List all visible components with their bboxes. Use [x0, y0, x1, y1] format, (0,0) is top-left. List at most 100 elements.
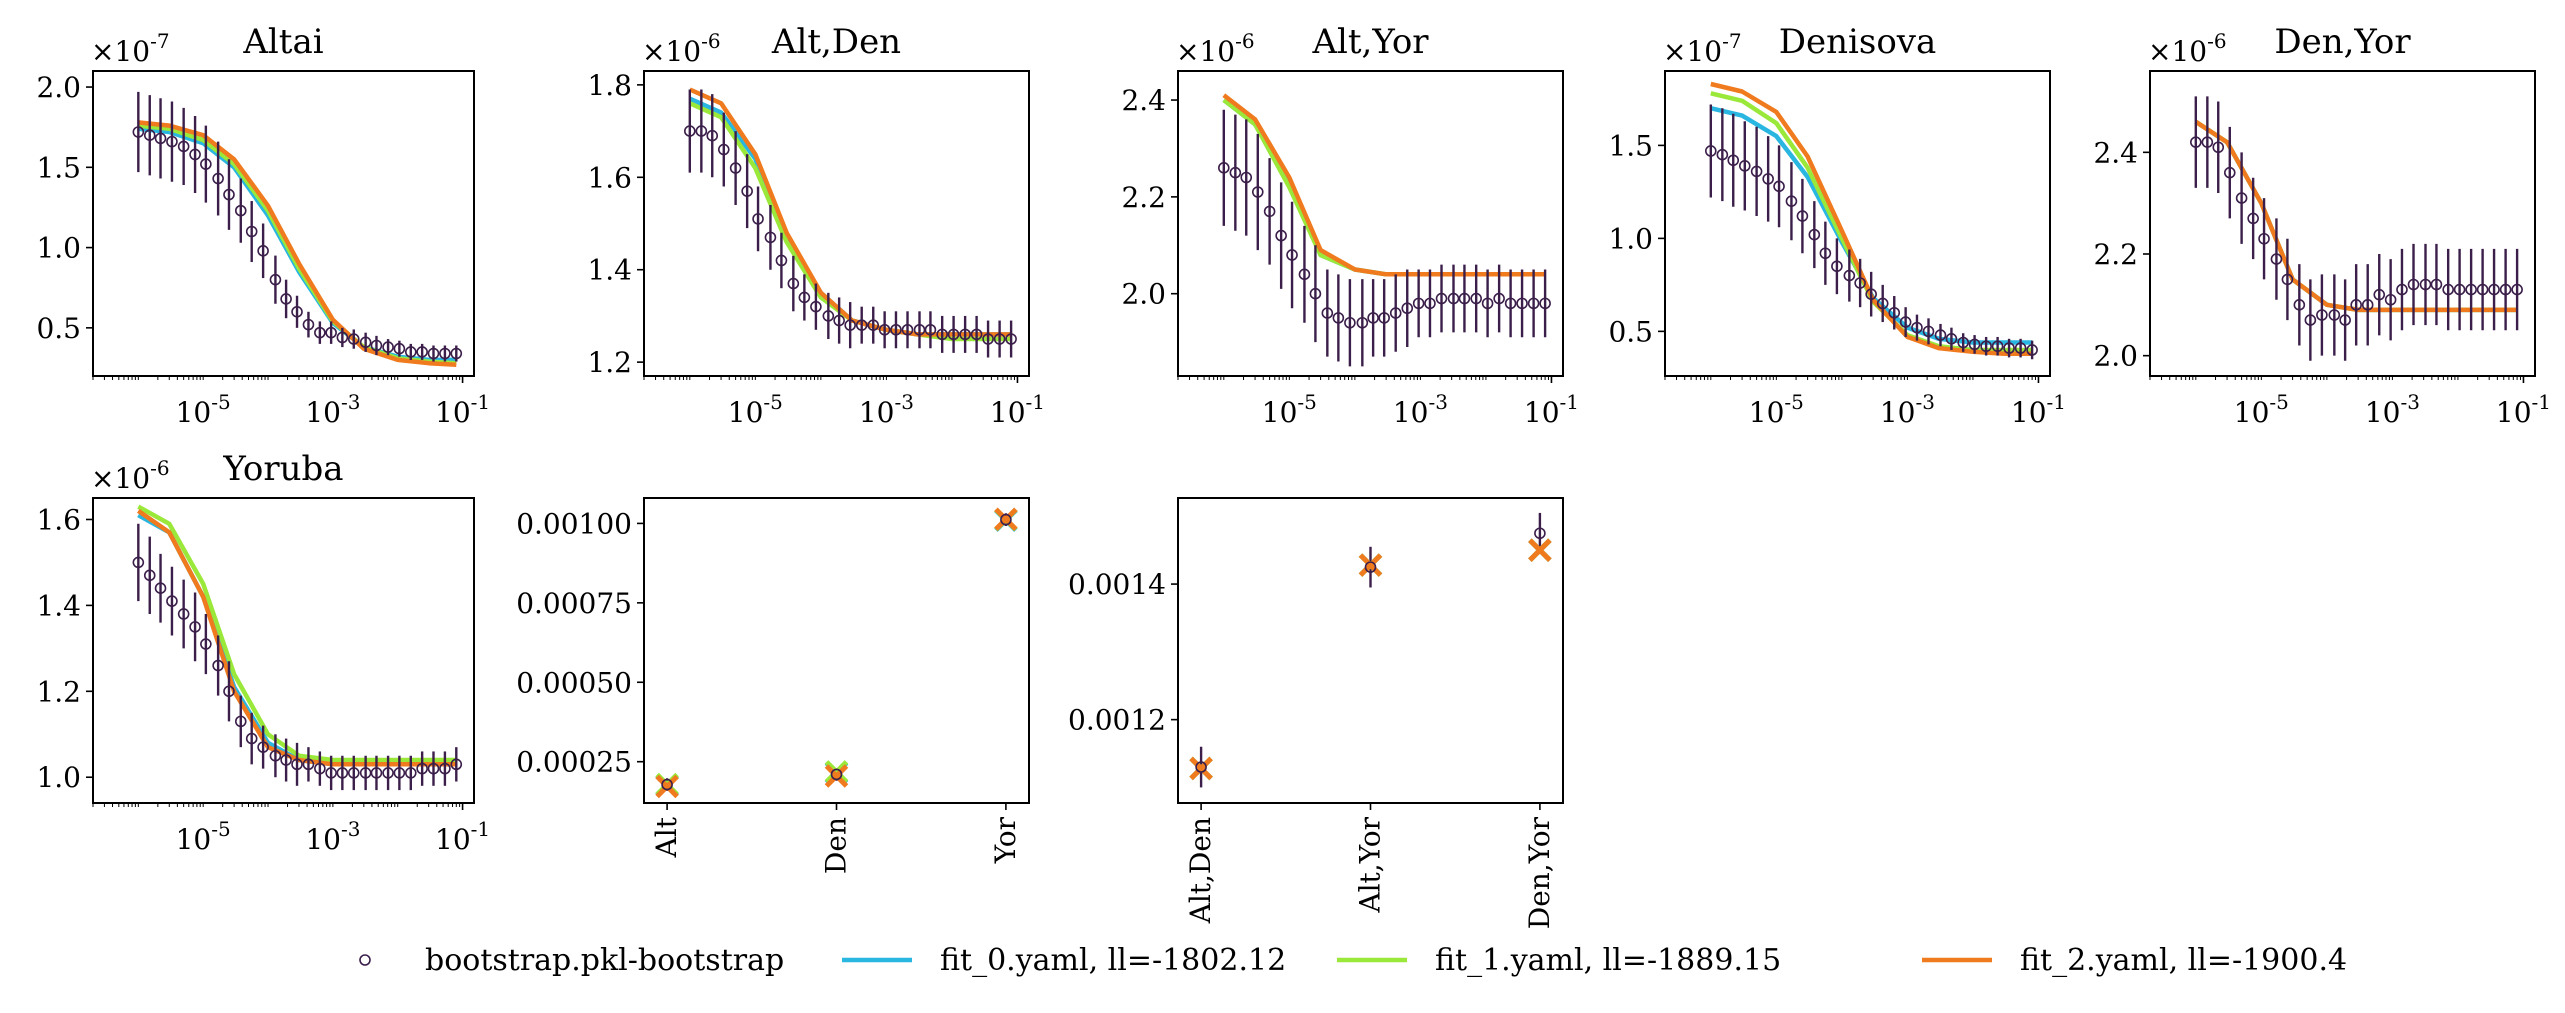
bootstrap-point [1785, 195, 1798, 207]
bootstrap-point [1911, 321, 1923, 334]
bootstrap-point [427, 762, 440, 775]
y-tick-label: 1.5 [1608, 129, 1653, 162]
bootstrap-point [234, 204, 247, 217]
bootstrap-point [2476, 283, 2489, 296]
fit-0-curve [1222, 98, 1546, 277]
y-tick-label: 1.8 [587, 69, 632, 102]
bootstrap-point [775, 254, 788, 267]
fit-0-curve [688, 96, 1012, 337]
y-tick-label: 1.2 [36, 675, 81, 708]
bootstrap-point [1412, 297, 1425, 310]
axes-frame [643, 70, 1030, 377]
axes-frame [2149, 70, 2536, 377]
bootstrap-point [1389, 307, 1402, 319]
bootstrap-point [2223, 166, 2236, 179]
bootstrap-point [269, 749, 282, 762]
bootstrap-point [1738, 160, 1751, 172]
y-tick-label: 0.00025 [516, 746, 632, 779]
plot-area [684, 87, 1017, 358]
plot-area [2190, 96, 2523, 361]
bootstrap-point [2419, 278, 2432, 291]
bootstrap-point [2328, 309, 2341, 321]
bootstrap-point [1888, 306, 1901, 319]
bootstrap-point [370, 767, 383, 779]
bootstrap-point [924, 323, 937, 336]
x-tick-label: 10-3 [2365, 390, 2420, 429]
x-tick-label: 10-3 [305, 817, 360, 856]
bootstrap-point [2003, 342, 2015, 354]
bootstrap-point [177, 608, 190, 620]
legend-marker-circle [359, 954, 371, 966]
bootstrap-point [1218, 162, 1230, 174]
fit-2-marker [655, 774, 679, 799]
y-tick-label: 1.2 [587, 346, 632, 379]
bootstrap-point [2465, 283, 2477, 296]
bootstrap-point [833, 314, 845, 327]
bootstrap-point [2201, 136, 2214, 148]
bootstrap-point [212, 172, 224, 185]
bootstrap-point [132, 556, 145, 569]
bootstrap-point [1435, 292, 1448, 305]
bootstrap-point [200, 638, 212, 650]
fit-2-curve [138, 120, 457, 368]
bootstrap-point [370, 339, 383, 352]
bootstrap-point [890, 323, 902, 336]
bootstrap-point [1716, 148, 1729, 161]
y-tick-label: 0.00100 [516, 507, 632, 540]
y-tick-label: 2.0 [1121, 278, 1166, 311]
bootstrap-point [212, 659, 224, 672]
x-tick-label: 10-5 [1262, 390, 1317, 429]
y-tick-label: 2.2 [2093, 238, 2138, 271]
bootstrap-point [359, 336, 372, 349]
axes-frame [1177, 70, 1564, 377]
bootstrap-point [2373, 288, 2386, 301]
bootstrap-point [291, 758, 303, 771]
x-category-label: Yor [989, 816, 1022, 864]
bootstrap-point [1899, 316, 1912, 328]
bootstrap-point [959, 328, 971, 341]
bootstrap-point [336, 331, 349, 344]
bootstrap-point [1516, 297, 1528, 310]
y-tick-label: 2.4 [2093, 136, 2138, 169]
bootstrap-point [1321, 307, 1334, 319]
bootstrap-point [1229, 166, 1242, 179]
plot-area [1218, 93, 1551, 367]
subplot-7: 0.00025 0.00050 0.00075 0.00100 Alt Den Yor [516, 497, 1030, 874]
bootstrap-point [2293, 299, 2306, 311]
bootstrap-point [1705, 145, 1717, 157]
bootstrap-point [1539, 297, 1551, 310]
y-tick-label: 2.2 [1121, 181, 1166, 214]
plot-area [1705, 81, 2038, 360]
bootstrap-point [302, 758, 315, 771]
bootstrap-point [1808, 228, 1821, 241]
fit-2-marker [1189, 756, 1213, 781]
bootstrap-point [1773, 180, 1785, 193]
bootstrap-point [2350, 299, 2362, 311]
bootstrap-point [729, 162, 742, 174]
bootstrap-point [695, 125, 708, 137]
bootstrap-point [1005, 333, 1017, 345]
x-tick-label: 10-5 [1749, 390, 1804, 429]
bootstrap-point [1527, 297, 1540, 310]
bootstrap-point [822, 310, 835, 322]
subplot-8: 0.0012 0.0014 Alt,Den Alt,Yor Den,Yor [1068, 497, 1564, 929]
x-tick-label: 10-1 [435, 817, 490, 856]
bootstrap-point [1356, 316, 1369, 329]
fit-2-marker [824, 764, 849, 788]
fit-1-marker [824, 760, 849, 784]
y-tick-label: 1.0 [1608, 222, 1653, 255]
bootstrap-point [1504, 297, 1517, 310]
bootstrap-point [1796, 210, 1809, 222]
legend-label: fit_2.yaml, ll=-1900.4 [2020, 943, 2347, 978]
bootstrap-point [245, 225, 258, 238]
bootstrap-point [2384, 293, 2397, 306]
bootstrap-point [2442, 283, 2454, 296]
bootstrap-point [1275, 229, 1287, 242]
y-tick-label: 1.4 [587, 254, 632, 287]
bootstrap-point [1865, 288, 1877, 300]
legend-item-bootstrap: bootstrap.pkl-bootstrap [359, 943, 784, 978]
bootstrap-point [314, 326, 326, 339]
bootstrap-point [970, 328, 983, 341]
x-tick-label: 10-1 [2496, 390, 2551, 429]
legend: bootstrap.pkl-bootstrap fit_0.yaml, ll=-1… [359, 943, 2347, 978]
